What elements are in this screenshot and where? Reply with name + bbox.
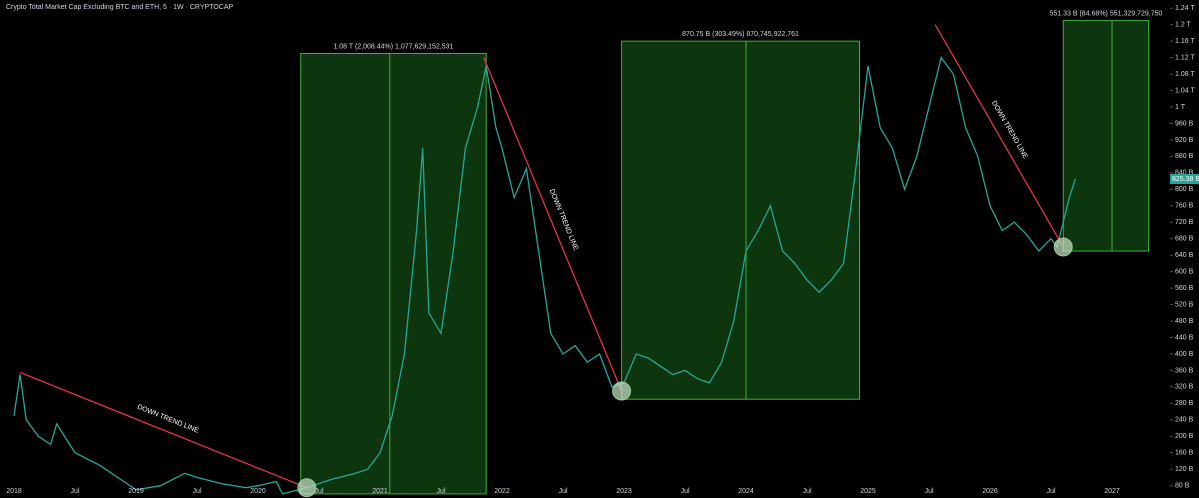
trend-line: [483, 57, 623, 392]
y-tick-label: 80 B: [1175, 482, 1190, 489]
y-tick-label: 920 B: [1175, 137, 1194, 144]
y-tick-label: 520 B: [1175, 301, 1194, 308]
chart-title: Crypto Total Market Cap Excluding BTC an…: [6, 4, 234, 11]
y-tick-label: 680 B: [1175, 236, 1194, 243]
x-tick-label: 2025: [860, 488, 876, 495]
y-tick-label: 280 B: [1175, 400, 1194, 407]
y-tick-label: 1.24 T: [1175, 5, 1195, 12]
y-tick-label: 1.2 T: [1175, 22, 1192, 29]
low-marker: [297, 478, 317, 498]
y-tick-label: 160 B: [1175, 450, 1194, 457]
x-tick-label: Jul: [681, 488, 690, 495]
y-tick-label: 1.08 T: [1175, 71, 1195, 78]
y-tick-label: 760 B: [1175, 203, 1194, 210]
x-tick-label: Jul: [559, 488, 568, 495]
low-marker: [1053, 237, 1073, 257]
y-tick-label: 240 B: [1175, 417, 1194, 424]
y-tick-label: 200 B: [1175, 433, 1194, 440]
x-tick-label: Jul: [1047, 488, 1056, 495]
price-tag: [1170, 174, 1199, 185]
y-tick-label: 560 B: [1175, 285, 1194, 292]
y-tick-label: 880 B: [1175, 153, 1194, 160]
x-tick-label: Jul: [925, 488, 934, 495]
trend-label: DOWN TREND LINE: [548, 188, 580, 252]
x-tick-label: 2027: [1104, 488, 1120, 495]
price-line: [13, 56, 1077, 495]
x-tick-label: 2020: [250, 488, 266, 495]
x-tick-label: 2023: [616, 488, 632, 495]
x-tick-label: Jul: [437, 488, 446, 495]
x-tick-label: 2018: [6, 488, 22, 495]
y-tick-label: 400 B: [1175, 351, 1194, 358]
x-tick-label: Jul: [71, 488, 80, 495]
x-tick-label: 2021: [372, 488, 388, 495]
range-box: [621, 40, 861, 400]
y-tick-label: 120 B: [1175, 466, 1194, 473]
y-tick-label: 840 B: [1175, 170, 1194, 177]
x-tick-label: 2026: [982, 488, 998, 495]
y-tick-label: 640 B: [1175, 252, 1194, 259]
x-tick-label: Jul: [803, 488, 812, 495]
y-tick-label: 360 B: [1175, 367, 1194, 374]
y-tick-label: 800 B: [1175, 186, 1194, 193]
y-tick-label: 1 T: [1175, 104, 1186, 111]
y-tick-label: 480 B: [1175, 318, 1194, 325]
y-tick-label: 440 B: [1175, 334, 1194, 341]
y-tick-label: 960 B: [1175, 120, 1194, 127]
range-label: 1.08 T (2,008.44%) 1,077,629,152,531: [333, 43, 453, 50]
x-tick-label: Jul: [193, 488, 202, 495]
y-tick-label: 320 B: [1175, 384, 1194, 391]
range-box: [1062, 20, 1150, 252]
range-label: 551.33 B (84.68%) 551,329,729,750: [1050, 10, 1163, 17]
range-label: 870.75 B (303.49%) 870,745,922,761: [682, 31, 799, 38]
x-tick-label: 2019: [128, 488, 144, 495]
y-tick-label: 1.12 T: [1175, 54, 1195, 61]
y-tick-label: 600 B: [1175, 268, 1194, 275]
low-marker: [612, 381, 632, 401]
y-tick-label: 1.04 T: [1175, 87, 1195, 94]
price-tag-label: 825.38 B: [1172, 176, 1199, 183]
x-tick-label: 2024: [738, 488, 754, 495]
y-tick-label: 1.16 T: [1175, 38, 1195, 45]
x-tick-label: Jul: [315, 488, 324, 495]
y-tick-label: 720 B: [1175, 219, 1194, 226]
trend-label: DOWN TREND LINE: [136, 404, 200, 435]
trend-line: [19, 371, 308, 489]
trend-line: [934, 24, 1064, 248]
x-tick-label: 2022: [494, 488, 510, 495]
range-box: [300, 53, 487, 495]
